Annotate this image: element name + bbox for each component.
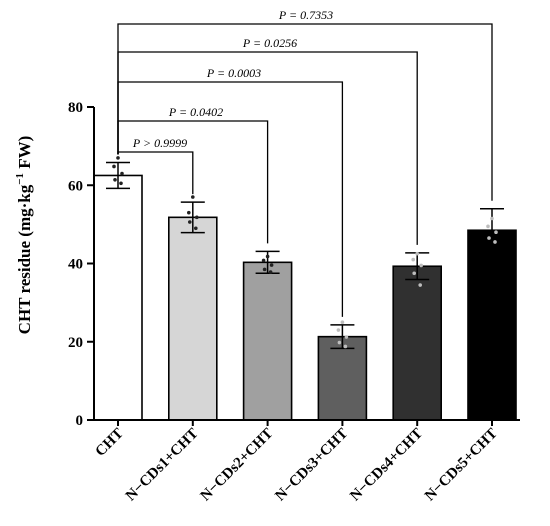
data-point — [415, 251, 420, 256]
y-tick-label: 40 — [68, 257, 83, 273]
bar-4 — [317, 335, 368, 421]
bar-6 — [467, 229, 517, 421]
y-axis-title-main: CHT residue (mg·kg — [15, 184, 34, 334]
data-point — [113, 177, 117, 182]
y-tick-label: 60 — [68, 178, 83, 194]
data-point — [490, 216, 494, 221]
data-point — [194, 226, 198, 231]
x-tick-label: N−CDs1+CHT — [123, 426, 202, 505]
x-tick-labels: CHTN−CDs1+CHTN−CDs2+CHTN−CDs3+CHTN−CDs4+… — [93, 420, 501, 504]
data-point — [269, 263, 274, 267]
x-tick-label: N−CDs2+CHT — [198, 426, 277, 505]
data-point — [265, 254, 270, 259]
y-axis-title-tail: FW) — [15, 136, 34, 173]
data-point — [494, 230, 498, 234]
data-point — [493, 240, 497, 244]
data-point — [418, 283, 423, 287]
bar-1 — [93, 174, 143, 421]
data-point — [486, 224, 490, 229]
comparison-label: P = 0.7353 — [278, 8, 333, 22]
comparison-bracket — [117, 23, 493, 201]
data-point — [340, 320, 345, 324]
data-point — [119, 181, 123, 186]
error-bar-6 — [480, 207, 504, 253]
error-bar-2 — [180, 201, 205, 234]
bar-5 — [392, 265, 443, 421]
data-point — [112, 164, 116, 169]
axes — [93, 107, 520, 421]
error-bar-4 — [330, 324, 355, 350]
data-point — [412, 271, 417, 276]
data-point — [487, 236, 491, 240]
y-axis-title-sup: −1 — [14, 173, 26, 185]
data-point — [268, 270, 273, 274]
y-tick-label: 20 — [68, 335, 83, 351]
x-tick-label: N−CDs5+CHT — [422, 426, 501, 505]
y-ticks: 0 20 40 60 80 — [68, 100, 94, 429]
comparison-3: P = 0.0003 — [117, 66, 344, 317]
comparison-label: P > 0.9999 — [132, 136, 187, 150]
bars — [93, 174, 517, 421]
y-axis-title: CHT residue (mg·kg−1 FW) — [14, 136, 34, 335]
data-point — [411, 257, 416, 262]
data-point — [261, 258, 266, 263]
comparison-5: P = 0.7353 — [117, 8, 493, 201]
data-point — [343, 344, 348, 349]
data-point — [187, 210, 191, 215]
x-tick-label: CHT — [93, 426, 127, 460]
data-point — [191, 195, 195, 199]
error-bar-1 — [106, 161, 130, 190]
comparison-brackets: P > 0.9999 P = 0.0402 P = 0.0003 P = 0.0256… — [117, 8, 493, 317]
data-point — [188, 220, 192, 224]
y-tick-label: 80 — [68, 100, 83, 116]
data-points — [112, 156, 498, 349]
data-point — [120, 171, 124, 176]
data-point — [344, 335, 349, 339]
comparison-label: P = 0.0402 — [168, 105, 223, 119]
error-bars — [106, 161, 504, 350]
data-point — [336, 328, 341, 332]
data-point — [419, 263, 424, 268]
data-point — [195, 215, 199, 220]
x-tick-label: N−CDs4+CHT — [347, 426, 426, 505]
data-point — [337, 340, 342, 345]
bar-2 — [168, 216, 218, 421]
bar-3 — [242, 261, 293, 421]
data-point — [262, 267, 267, 272]
comparison-bracket — [117, 81, 344, 317]
comparison-label: P = 0.0256 — [242, 36, 297, 50]
comparison-label: P = 0.0003 — [206, 66, 261, 80]
y-tick-label: 0 — [76, 413, 84, 429]
x-tick-label: N−CDs3+CHT — [272, 426, 351, 505]
data-point — [116, 156, 120, 160]
